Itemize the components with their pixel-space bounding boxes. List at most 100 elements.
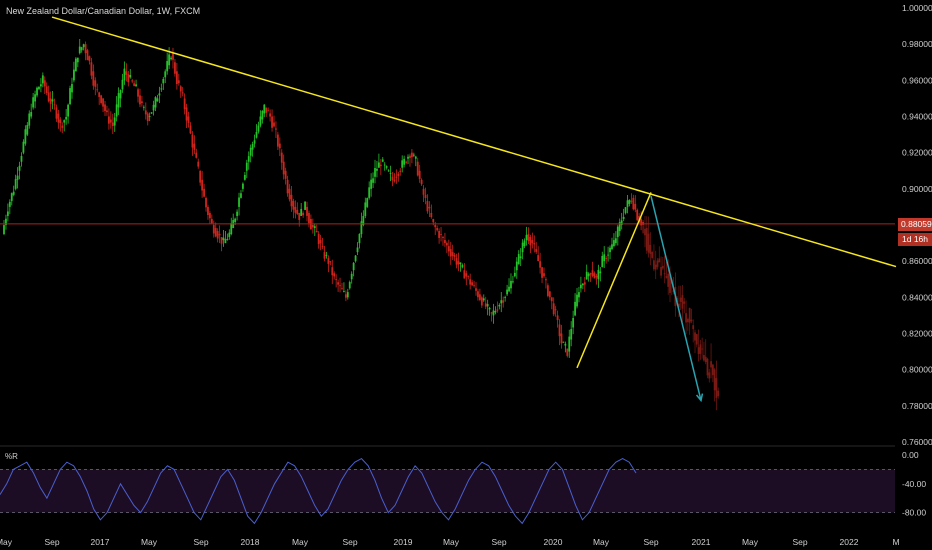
time-tick-label: Sep — [491, 537, 506, 547]
price-tick-label: 0.76000 — [902, 437, 932, 447]
projection-body — [656, 260, 659, 267]
candle-body — [74, 58, 77, 72]
candle-body — [537, 255, 540, 262]
candle-body — [28, 113, 31, 126]
candle-body — [389, 173, 392, 174]
trendlines — [0, 16, 897, 403]
candle-body — [432, 218, 435, 223]
price-tick-label: 0.80000 — [902, 365, 932, 375]
candle-body — [393, 179, 396, 182]
candle-body — [525, 234, 528, 241]
candle-body — [220, 237, 223, 244]
candle-body — [595, 276, 598, 278]
candle-body — [370, 179, 373, 189]
candle-body — [512, 281, 514, 283]
candle-body — [337, 282, 339, 285]
time-tick-label: May — [443, 537, 460, 547]
candle-body — [368, 187, 371, 198]
candle-body — [609, 247, 611, 253]
candle-body — [67, 104, 69, 117]
candle-body — [20, 156, 23, 162]
candle-body — [531, 240, 534, 244]
candle-body — [500, 300, 503, 304]
candle-body — [362, 215, 365, 225]
candle-body — [471, 282, 474, 286]
candle-body — [212, 225, 215, 234]
candle-body — [341, 288, 343, 290]
candle-body — [111, 122, 114, 126]
candle-body — [519, 256, 522, 259]
candle-body — [34, 94, 36, 102]
time-tick-label: May — [593, 537, 610, 547]
candle-body — [156, 98, 159, 102]
candle-body — [607, 254, 609, 256]
candle-body — [459, 262, 462, 265]
candle-body — [139, 95, 141, 105]
time-tick-label: 2021 — [692, 537, 711, 547]
candle-body — [352, 262, 355, 271]
candle-body — [127, 74, 130, 83]
candle-body — [177, 80, 180, 84]
candle-body — [329, 261, 332, 263]
candle-body — [109, 119, 112, 123]
candle-body — [560, 333, 563, 344]
candle-body — [80, 47, 83, 51]
candle-body — [82, 44, 85, 48]
candle-body — [574, 301, 576, 316]
candle-body — [442, 237, 444, 238]
candle-body — [78, 46, 81, 54]
projection-body — [681, 295, 684, 309]
candle-body — [255, 131, 258, 138]
candle-body — [152, 104, 155, 111]
candle-body — [494, 311, 497, 313]
candle-body — [174, 62, 176, 74]
price-tick-label: 0.90000 — [902, 184, 932, 194]
candle-body — [564, 343, 567, 346]
candle-body — [634, 203, 637, 210]
candle-body — [467, 276, 470, 278]
candle-body — [197, 161, 200, 167]
trendline — [576, 192, 652, 369]
candle-body — [605, 258, 608, 260]
candle-body — [302, 212, 305, 216]
candle-body — [407, 156, 409, 159]
candle-body — [418, 170, 421, 179]
candle-body — [187, 116, 190, 123]
projection-body — [711, 364, 714, 376]
candle-body — [265, 107, 268, 113]
projection-body — [658, 258, 661, 263]
candle-body — [428, 206, 431, 209]
projection-body — [651, 251, 654, 258]
candle-body — [210, 218, 213, 224]
candle-body — [317, 234, 320, 245]
candle-body — [593, 273, 596, 279]
candle-body — [624, 207, 627, 213]
candle-body — [475, 288, 477, 291]
candle-body — [166, 61, 169, 72]
projection-body — [717, 390, 720, 397]
time-tick-label: 2019 — [394, 537, 413, 547]
candle-body — [587, 273, 590, 277]
candle-body — [57, 113, 60, 123]
candle-body — [383, 164, 386, 166]
candle-body — [618, 222, 621, 232]
projection-body — [686, 318, 689, 323]
candle-body — [86, 50, 89, 61]
candle-body — [379, 164, 382, 167]
candle-body — [61, 125, 64, 128]
projection-body — [688, 308, 691, 323]
price-candles — [3, 38, 644, 358]
candle-body — [331, 267, 334, 276]
candle-body — [22, 141, 25, 153]
candle-body — [226, 239, 229, 241]
candle-body — [133, 83, 136, 87]
candle-body — [321, 246, 324, 248]
candle-body — [543, 273, 545, 277]
candle-body — [24, 129, 27, 144]
candle-body — [529, 237, 532, 246]
countdown-badge: 1d 16h — [898, 233, 932, 246]
candle-body — [401, 160, 404, 168]
candle-body — [137, 89, 139, 97]
projection-body — [708, 372, 711, 379]
projection-body — [692, 325, 695, 330]
